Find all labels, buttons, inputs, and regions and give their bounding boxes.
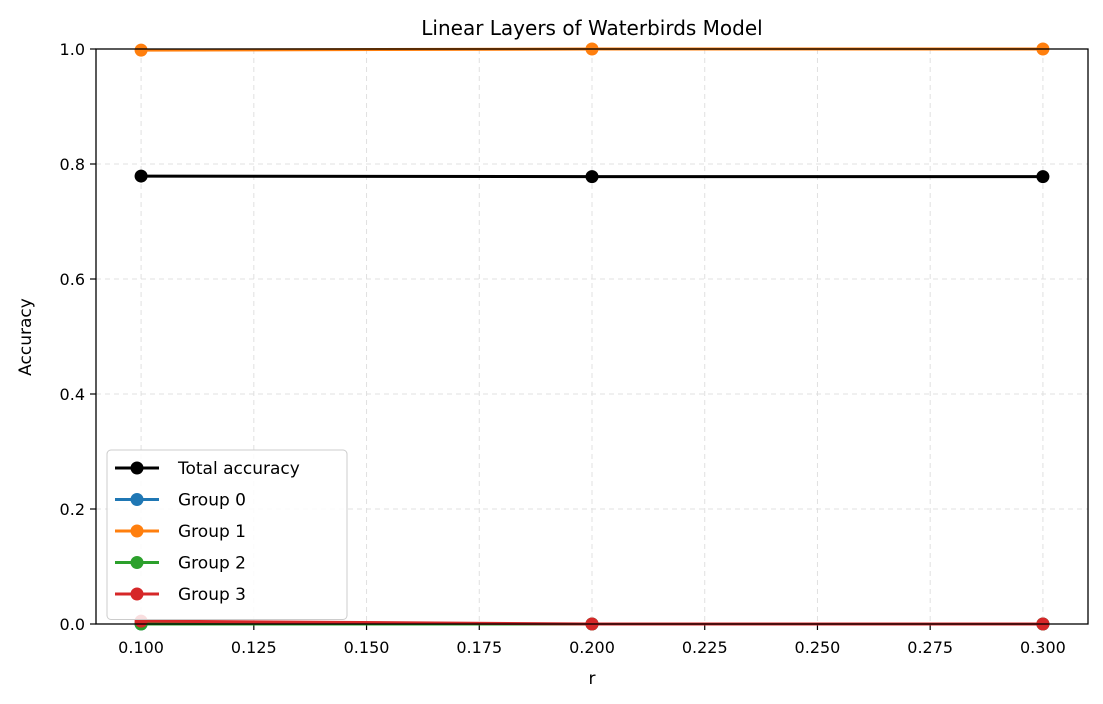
plot-frame [95,48,1089,625]
y-tick-label: 0.8 [60,155,85,174]
data-point [585,170,599,184]
x-axis-label: r [589,669,596,689]
x-tick-label: 0.100 [118,638,164,657]
series-total-accuracy [134,169,1050,184]
data-point [1036,170,1050,184]
legend-box [106,449,348,620]
legend-label: Group 2 [178,554,246,574]
x-tick-label: 0.250 [795,638,841,657]
legend-item: Group 0 [115,491,246,511]
legend-label: Group 3 [178,585,246,605]
legend-label: Total accuracy [177,459,300,479]
x-tick-label: 0.175 [456,638,502,657]
x-tick-label: 0.225 [682,638,728,657]
legend-label: Group 0 [178,491,246,511]
y-tick-label: 1.0 [60,40,85,59]
legend-swatch-marker [130,461,144,475]
x-tick-label: 0.150 [344,638,390,657]
legend-label: Group 1 [178,522,246,542]
chart-title: Linear Layers of Waterbirds Model [421,16,762,40]
y-tick-label: 0.0 [60,615,85,634]
legend-item: Group 1 [115,522,246,542]
y-tick-label: 0.4 [60,385,85,404]
x-tick-label: 0.300 [1020,638,1066,657]
data-point [134,169,148,183]
axis-ticks: 0.100 0.125 0.150 0.175 0.200 0.225 0.250 0.275… [60,40,1066,657]
y-tick-label: 0.2 [60,500,85,519]
x-tick-label: 0.125 [231,638,277,657]
x-tick-label: 0.275 [907,638,953,657]
legend-swatch-marker [130,493,144,506]
legend-item: Group 2 [115,554,246,574]
legend-item: Total accuracy [115,459,300,479]
x-tick-label: 0.200 [569,638,615,657]
legend-swatch-marker [130,524,144,538]
legend-swatch-marker [130,587,144,601]
y-axis-label: Accuracy [16,298,36,376]
legend-swatch-marker [130,556,144,569]
legend: Total accuracy Group 0 Group 1 Group 2 Group… [106,449,348,620]
y-tick-label: 0.6 [60,270,85,289]
data-point [134,43,148,57]
legend-item: Group 3 [115,585,246,605]
